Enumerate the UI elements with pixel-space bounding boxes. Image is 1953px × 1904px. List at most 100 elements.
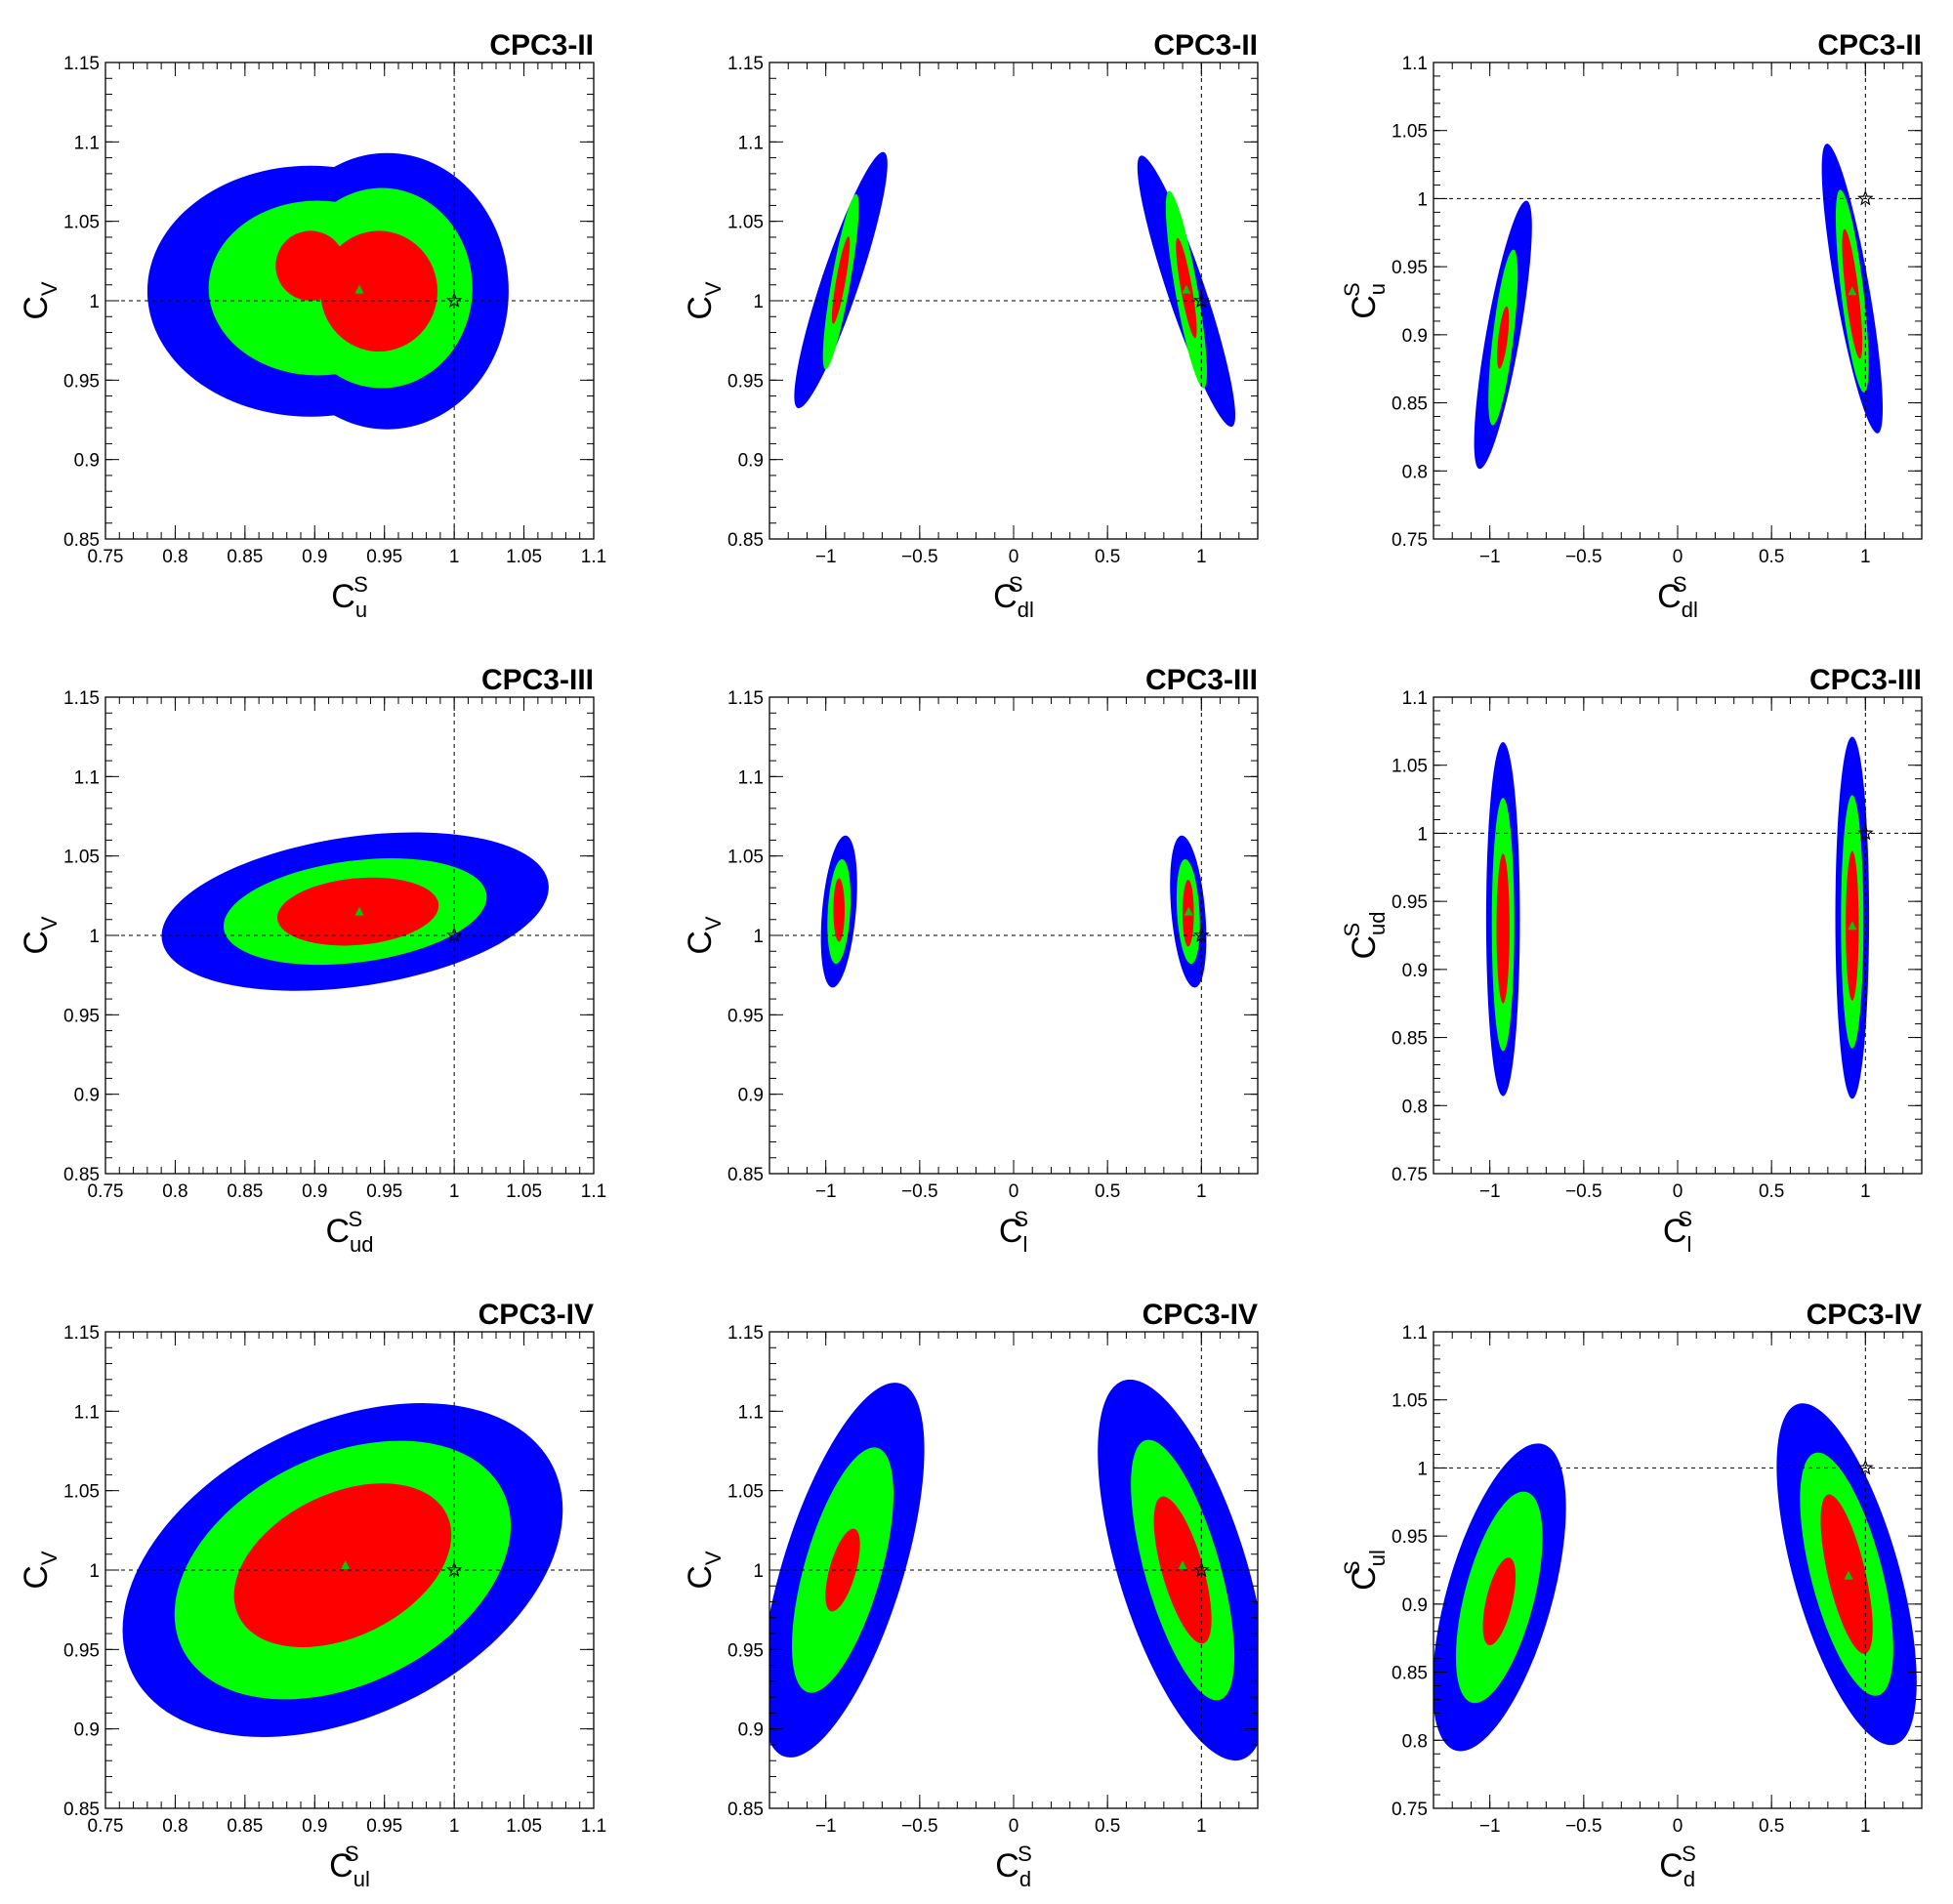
panel-title: CPC3-IV (1143, 1299, 1258, 1331)
y-tick-label: 1.1 (1402, 54, 1428, 74)
best-fit-marker (1184, 906, 1193, 916)
x-tick-label: 0.5 (1759, 547, 1784, 567)
y-tick-label: 1.1 (738, 767, 764, 788)
y-tick-label: 0.85 (63, 530, 100, 551)
x-axis-label: CulS (329, 1842, 370, 1891)
region-1sigma-1 (1497, 306, 1510, 369)
y-tick-label: 0.75 (1392, 1165, 1428, 1185)
x-tick-label: 1 (1860, 1816, 1871, 1837)
sm-star-marker (445, 927, 463, 943)
panel-8: −1 −0.5 0 0.5 1 0.85 0.9 0.95 1 1.05 1.1 1.15 CPC3-I… (682, 1299, 1259, 1891)
best-fit-marker (1844, 1570, 1853, 1580)
x-tick-label: −1 (1479, 1816, 1501, 1837)
y-tick-label: 1 (753, 1561, 764, 1582)
x-tick-label: 0 (1009, 547, 1019, 567)
x-tick-label: 0.85 (227, 1181, 263, 1202)
x-tick-label: 0.95 (366, 1181, 402, 1202)
region-1sigma-1 (833, 878, 845, 942)
y-tick-label: 1.05 (63, 1482, 100, 1503)
x-tick-label: −0.5 (901, 1816, 938, 1837)
y-tick-label: 1.05 (1392, 1391, 1428, 1412)
y-tick-label: 1.1 (1402, 1323, 1428, 1344)
region-1sigma-1 (1482, 1557, 1517, 1646)
x-tick-label: 0 (1673, 1181, 1683, 1202)
x-tick-label: −1 (815, 547, 837, 567)
y-tick-label: 1.05 (727, 848, 764, 868)
x-axis-label: CuS (331, 572, 368, 622)
y-tick-label: 1 (1417, 824, 1428, 845)
y-tick-label: 1.05 (63, 848, 100, 868)
y-axis-label: CV (682, 916, 726, 955)
sm-star-marker (1857, 824, 1874, 841)
x-tick-label: −0.5 (901, 1181, 938, 1202)
y-tick-label: 0.95 (1392, 892, 1428, 913)
best-fit-marker (354, 906, 364, 916)
x-tick-label: 0.5 (1759, 1181, 1784, 1202)
y-tick-label: 0.75 (1392, 530, 1428, 551)
y-tick-label: 0.85 (63, 1165, 100, 1185)
y-tick-label: 1.15 (727, 688, 764, 709)
y-tick-label: 1.1 (74, 1402, 100, 1423)
panel-1: 0.75 0.8 0.85 0.9 0.95 1 1.05 1.1 0.85 0.9 0.95 1 1.… (18, 29, 606, 622)
y-tick-label: 0.9 (738, 451, 764, 472)
contour-regions (1485, 736, 1870, 1099)
contour-regions (820, 835, 1207, 988)
x-tick-label: 0.9 (302, 547, 327, 567)
x-tick-label: 0 (1009, 1181, 1019, 1202)
panel-title: CPC3-IV (478, 1299, 594, 1331)
y-tick-label: 1.05 (727, 1482, 764, 1503)
x-tick-label: 0.75 (88, 1181, 124, 1202)
y-tick-label: 0.8 (1402, 1097, 1428, 1117)
y-tick-label: 1 (753, 927, 764, 947)
y-axis-label: CV (18, 281, 62, 320)
x-tick-label: 1 (1860, 1181, 1871, 1202)
x-axis-label: ClS (1663, 1207, 1692, 1257)
y-tick-label: 1 (753, 292, 764, 312)
x-tick-label: −0.5 (901, 547, 938, 567)
y-tick-label: 1.1 (1402, 688, 1428, 709)
y-tick-label: 0.85 (1392, 1664, 1428, 1684)
x-tick-label: 0.9 (302, 1816, 327, 1837)
y-tick-label: 0.85 (1392, 1029, 1428, 1050)
y-axis-label: CulS (1340, 1550, 1390, 1591)
best-fit-marker (354, 284, 364, 294)
best-fit-marker (341, 1560, 351, 1570)
x-axis-label: ClS (999, 1207, 1028, 1257)
sm-star-marker (1857, 189, 1874, 206)
best-fit-marker (1178, 1560, 1187, 1570)
x-tick-label: −0.5 (1565, 1181, 1602, 1202)
x-tick-label: 1 (1196, 1181, 1207, 1202)
y-axis-label: CudS (1340, 911, 1390, 959)
y-tick-label: 1 (89, 1561, 100, 1582)
y-tick-label: 0.9 (1402, 326, 1428, 347)
y-tick-label: 1.05 (1392, 757, 1428, 777)
region-1sigma-1 (1496, 853, 1510, 1004)
x-tick-label: 0 (1009, 1816, 1019, 1837)
sm-star-marker (1193, 927, 1210, 943)
best-fit-marker (1848, 921, 1857, 931)
contour-regions (161, 832, 549, 991)
x-tick-label: 0.85 (227, 1816, 263, 1837)
panel-title: CPC3-II (1153, 29, 1258, 62)
panel-title: CPC3-IV (1807, 1299, 1922, 1331)
x-tick-label: 0.8 (162, 547, 187, 567)
x-tick-label: 0.5 (1095, 1181, 1120, 1202)
sm-star-marker (445, 1561, 463, 1578)
sm-star-marker (1193, 1561, 1210, 1578)
y-axis-label: CV (682, 281, 726, 320)
x-tick-label: 0 (1673, 1816, 1683, 1837)
panel-title: CPC3-III (481, 664, 594, 696)
x-tick-label: 1 (1196, 547, 1207, 567)
x-tick-label: −1 (815, 1816, 837, 1837)
region-1sigma-1 (831, 236, 851, 324)
y-tick-label: 0.9 (74, 1720, 100, 1741)
y-tick-label: 0.75 (1392, 1800, 1428, 1820)
region-1sigma-2 (1820, 1494, 1873, 1654)
x-tick-label: 0.95 (366, 1816, 402, 1837)
y-tick-label: 0.8 (1402, 462, 1428, 482)
x-tick-label: 1 (1860, 547, 1871, 567)
panel-5: −1 −0.5 0 0.5 1 0.85 0.9 0.95 1 1.05 1.1 1.15 CPC3-I… (682, 664, 1259, 1257)
y-tick-label: 0.9 (74, 1086, 100, 1106)
x-tick-label: −1 (1479, 1181, 1501, 1202)
